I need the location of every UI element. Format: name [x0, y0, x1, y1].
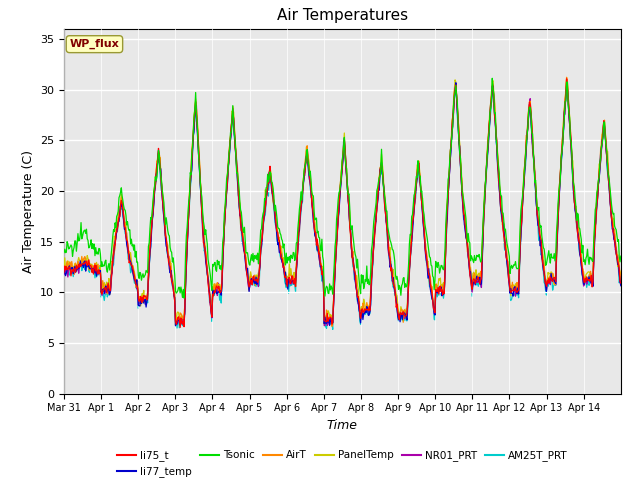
Legend: li75_t, li77_temp, Tsonic, AirT, PanelTemp, NR01_PRT, AM25T_PRT: li75_t, li77_temp, Tsonic, AirT, PanelTe… [113, 446, 572, 480]
Title: Air Temperatures: Air Temperatures [277, 9, 408, 24]
X-axis label: Time: Time [327, 419, 358, 432]
Text: WP_flux: WP_flux [70, 39, 119, 49]
Y-axis label: Air Temperature (C): Air Temperature (C) [22, 150, 35, 273]
